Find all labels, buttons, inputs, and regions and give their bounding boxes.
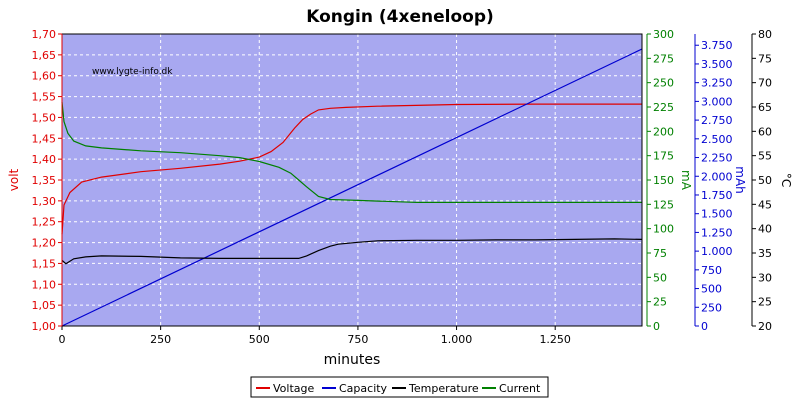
x-tick-label: 0 bbox=[59, 333, 66, 346]
x-tick-label: 1.250 bbox=[539, 333, 571, 346]
x-tick-label: 750 bbox=[347, 333, 368, 346]
y-tick-label: 300 bbox=[653, 28, 674, 41]
y-tick-label: 50 bbox=[758, 174, 772, 187]
y-tick-label: 60 bbox=[758, 125, 772, 138]
ma-axis-label: mA bbox=[679, 170, 693, 191]
y-tick-label: 125 bbox=[653, 198, 674, 211]
y-tick-label: 2.750 bbox=[701, 114, 733, 127]
y-tick-label: 2.250 bbox=[701, 152, 733, 165]
y-tick-label: 0 bbox=[653, 320, 660, 333]
y-tick-label: 1,55 bbox=[32, 91, 57, 104]
y-tick-label: 1,20 bbox=[32, 237, 57, 250]
chart-title: Kongin (4xeneloop) bbox=[306, 7, 494, 27]
y-tick-label: 1,30 bbox=[32, 195, 57, 208]
series-temperature bbox=[61, 238, 643, 265]
y-tick-label: 1,35 bbox=[32, 174, 57, 187]
y-tick-label: 1.750 bbox=[701, 189, 733, 202]
x-axis: 0 250 500 750 1.000 1.250 bbox=[59, 326, 571, 346]
x-tick-label: 1.000 bbox=[441, 333, 473, 346]
y-tick-label: 1,00 bbox=[32, 320, 57, 333]
legend-label: Current bbox=[499, 382, 541, 395]
y-tick-label: 175 bbox=[653, 150, 674, 163]
y-tick-label: 80 bbox=[758, 28, 772, 41]
y-tick-label: 1,60 bbox=[32, 70, 57, 83]
y-tick-label: 1.250 bbox=[701, 226, 733, 239]
y-tick-label: 1,45 bbox=[32, 132, 57, 145]
volt-axis: 1,00 1,05 1,10 1,15 1,20 1,25 1,30 1,35 1,40 1,45… bbox=[32, 28, 63, 333]
y-tick-label: 1,10 bbox=[32, 278, 57, 291]
y-tick-label: 1,70 bbox=[32, 28, 57, 41]
y-tick-label: 1,05 bbox=[32, 299, 57, 312]
y-tick-label: 750 bbox=[701, 264, 722, 277]
legend-label: Capacity bbox=[339, 382, 388, 395]
y-tick-label: 250 bbox=[653, 77, 674, 90]
y-tick-label: 3.250 bbox=[701, 77, 733, 90]
y-tick-label: 45 bbox=[758, 198, 772, 211]
legend-label: Voltage bbox=[273, 382, 314, 395]
y-tick-label: 30 bbox=[758, 271, 772, 284]
y-tick-label: 50 bbox=[653, 271, 667, 284]
series-layer bbox=[61, 48, 643, 327]
y-tick-label: 1,25 bbox=[32, 216, 57, 229]
y-tick-label: 0 bbox=[701, 320, 708, 333]
mah-axis-label: mAh bbox=[733, 166, 747, 194]
series-current bbox=[61, 102, 642, 203]
y-tick-label: 1,40 bbox=[32, 153, 57, 166]
y-tick-label: 275 bbox=[653, 52, 674, 65]
y-tick-label: 2.000 bbox=[701, 170, 733, 183]
y-tick-label: 75 bbox=[653, 247, 667, 260]
y-tick-label: 1,50 bbox=[32, 111, 57, 124]
legend-label: Temperature bbox=[408, 382, 479, 395]
ma-axis: 0 25 50 75 100 125 150 175 200 225 250 275 300 bbox=[646, 28, 674, 333]
legend: Voltage Capacity Temperature Current bbox=[250, 376, 549, 398]
mah-axis: 0 250 500 750 1.000 1.250 1.500 1.750 2.000 2.250… bbox=[694, 34, 733, 333]
y-tick-label: 3.500 bbox=[701, 58, 733, 71]
series-capacity bbox=[61, 48, 643, 327]
y-tick-label: 40 bbox=[758, 223, 772, 236]
y-tick-label: 500 bbox=[701, 283, 722, 296]
series-voltage bbox=[61, 103, 642, 235]
y-tick-label: 3.750 bbox=[701, 39, 733, 52]
y-tick-label: 65 bbox=[758, 101, 772, 114]
celsius-axis-label: °C bbox=[779, 173, 793, 187]
y-tick-label: 35 bbox=[758, 247, 772, 260]
y-tick-label: 3.000 bbox=[701, 95, 733, 108]
y-tick-label: 1.500 bbox=[701, 208, 733, 221]
y-tick-label: 1.000 bbox=[701, 245, 733, 258]
y-tick-label: 225 bbox=[653, 101, 674, 114]
y-tick-label: 150 bbox=[653, 174, 674, 187]
y-tick-label: 75 bbox=[758, 52, 772, 65]
y-tick-label: 1,65 bbox=[32, 49, 57, 62]
y-tick-label: 70 bbox=[758, 77, 772, 90]
y-tick-label: 2.500 bbox=[701, 133, 733, 146]
watermark: www.lygte-info.dk bbox=[92, 67, 173, 77]
volt-axis-label: volt bbox=[7, 168, 21, 191]
y-tick-label: 250 bbox=[701, 301, 722, 314]
y-tick-label: 20 bbox=[758, 320, 772, 333]
y-tick-label: 200 bbox=[653, 125, 674, 138]
y-tick-label: 100 bbox=[653, 223, 674, 236]
x-tick-label: 500 bbox=[249, 333, 270, 346]
y-tick-label: 1,15 bbox=[32, 257, 57, 270]
x-axis-label: minutes bbox=[324, 352, 381, 368]
celsius-axis: 20 25 30 35 40 45 50 55 60 65 70 75 80 bbox=[751, 28, 772, 333]
y-tick-label: 25 bbox=[653, 296, 667, 309]
y-tick-label: 55 bbox=[758, 150, 772, 163]
y-tick-label: 25 bbox=[758, 296, 772, 309]
x-tick-label: 250 bbox=[150, 333, 171, 346]
